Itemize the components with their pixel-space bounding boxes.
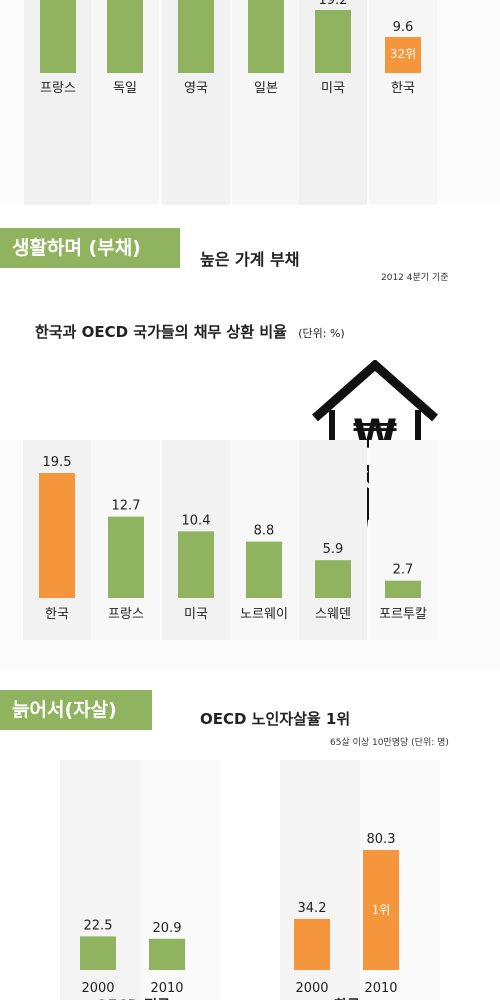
data-label: 9.6 xyxy=(393,20,414,35)
data-label: 19.5 xyxy=(43,455,72,470)
section-tag-debt: 생활하며 (부채) xyxy=(0,228,180,268)
data-label: 19.2 xyxy=(319,0,348,8)
data-label: 22.5 xyxy=(84,918,113,933)
category-label: 노르웨이 xyxy=(240,607,288,622)
group-label: OECD 평균 xyxy=(96,997,170,1000)
category-label: 2000 xyxy=(81,981,114,996)
chart-debt-ratio: 19.5 한국 12.7 프랑스 10.4 미국 8.8 노르웨이 5.9 스웨덴 2.7 포르투칼 xyxy=(23,440,437,640)
section-tag-suicide: 늙어서(자살) xyxy=(0,690,152,730)
category-label: 2010 xyxy=(150,981,183,996)
bar xyxy=(39,473,75,598)
data-label: 20.9 xyxy=(153,921,182,936)
column-stripe xyxy=(230,440,298,640)
bar xyxy=(149,938,185,970)
column-stripe xyxy=(369,440,437,640)
bar xyxy=(248,0,284,73)
bar xyxy=(246,541,282,598)
category-label: 2000 xyxy=(295,981,328,996)
category-label: 포르투칼 xyxy=(379,607,427,622)
category-label: 2010 xyxy=(364,981,397,996)
bar xyxy=(178,531,214,598)
category-label: 한국 xyxy=(45,607,69,622)
category-label: 한국 xyxy=(391,81,415,96)
category-label: 스웨덴 xyxy=(315,607,351,622)
chart-title-debt: 한국과 OECD 국가들의 채무 상환 비율 (단위: %) xyxy=(35,321,345,342)
category-label: 영국 xyxy=(184,81,208,96)
column-stripe xyxy=(299,440,367,640)
section-note-debt: 2012 4분기 기준 xyxy=(381,273,449,283)
category-label: 미국 xyxy=(321,81,345,96)
section-heading-suicide: OECD 노인자살율 1위 xyxy=(200,710,351,728)
data-label: 34.2 xyxy=(298,901,327,916)
rank-badge: 1위 xyxy=(372,903,391,917)
bar xyxy=(385,37,421,73)
category-label: 미국 xyxy=(184,607,208,622)
data-label: 5.9 xyxy=(323,542,344,557)
data-label: 12.7 xyxy=(112,499,141,514)
category-label: 독일 xyxy=(113,81,137,96)
chart-unit-debt: (단위: %) xyxy=(298,327,345,340)
bar xyxy=(80,936,116,970)
bar xyxy=(315,10,351,73)
category-label: 일본 xyxy=(254,81,278,96)
category-label: 프랑스 xyxy=(108,607,144,622)
bar xyxy=(40,0,76,73)
chart-title-debt-text: 한국과 OECD 국가들의 채무 상환 비율 xyxy=(35,323,287,341)
bar xyxy=(385,580,421,598)
section-heading-debt: 높은 가계 부채 xyxy=(200,250,300,269)
group-label: 한국 xyxy=(334,998,360,1000)
bar xyxy=(108,516,144,598)
chart-economic-comparison: 프랑스 독일 영국 일본 19.2 미국 9.6 한국 32위 xyxy=(24,0,437,205)
data-label: 10.4 xyxy=(182,513,211,528)
bar xyxy=(294,918,330,970)
data-label: 8.8 xyxy=(254,524,275,539)
rank-badge: 32위 xyxy=(390,47,416,61)
column-stripe xyxy=(369,0,437,205)
bar xyxy=(363,850,399,970)
section-note-suicide: 65살 이상 10만명당 (단위: 명) xyxy=(330,738,449,748)
data-label: 2.7 xyxy=(393,563,414,578)
category-label: 프랑스 xyxy=(40,81,76,96)
bar xyxy=(315,560,351,598)
bar xyxy=(178,0,214,73)
bar xyxy=(107,0,143,73)
data-label: 80.3 xyxy=(367,832,396,847)
